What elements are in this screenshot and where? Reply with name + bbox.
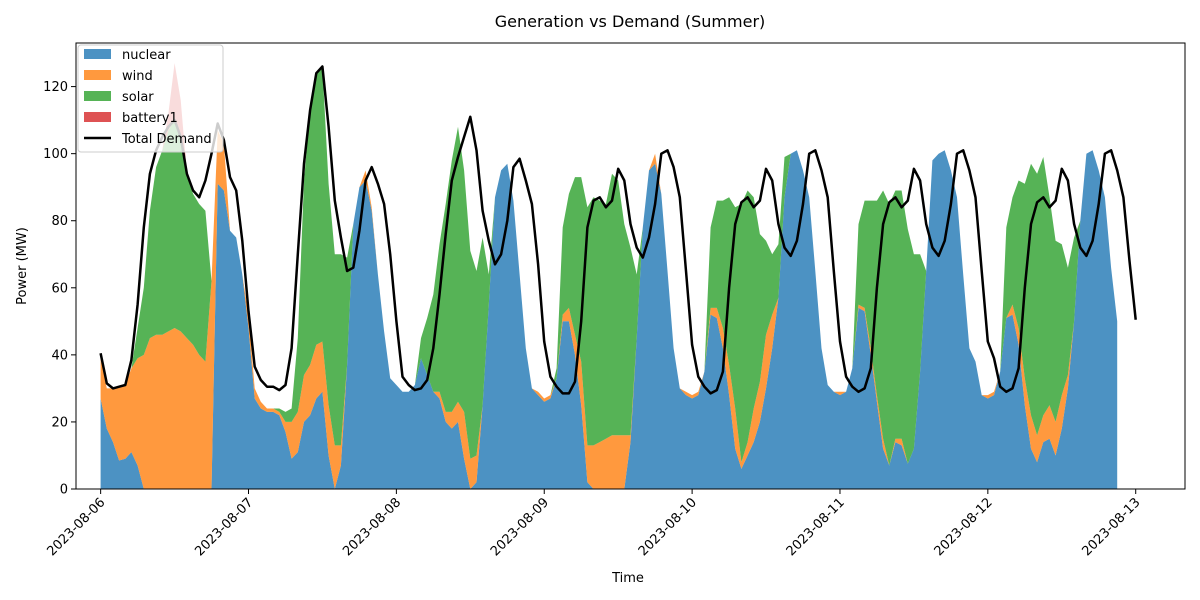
legend-swatch-nuclear [84,49,111,59]
line-total-demand [99,65,1137,395]
legend-label-battery1: battery1 [122,111,178,126]
plot-frame [75,42,1186,490]
y-tick-label: 120 [43,80,68,95]
legend-swatch-battery1 [84,112,111,122]
legend-box [77,44,224,153]
area-solar [100,66,1118,466]
legend-label-solar: solar [122,90,154,105]
area-wind [100,130,1118,489]
area-layers [100,63,1118,490]
y-axis-label: Power (MW) [15,227,30,305]
chart-title: Generation vs Demand (Summer) [495,12,766,31]
legend-label-nuclear: nuclear [122,48,171,63]
legend-label-total-demand: Total Demand [121,132,212,147]
legend: nuclear wind solar battery1 Total Demand [77,44,224,153]
y-tick-label: 80 [51,214,68,229]
legend-swatch-wind [84,70,111,80]
y-tick-label: 0 [60,483,68,498]
x-axis-label: Time [611,571,644,586]
demand-line-layer [99,65,1137,395]
area-nuclear [100,150,1118,490]
y-tick-label: 100 [43,147,68,162]
legend-swatch-solar [84,91,111,101]
y-tick-label: 40 [51,348,68,363]
y-tick-label: 20 [51,415,68,430]
y-tick-label: 60 [51,281,68,296]
legend-label-wind: wind [122,69,153,84]
y-axis-ticks: 0 20 40 60 80 100 120 [43,80,76,498]
